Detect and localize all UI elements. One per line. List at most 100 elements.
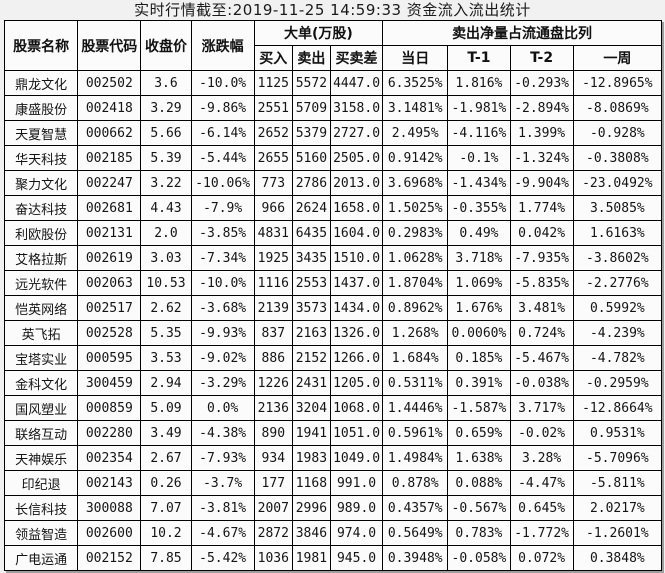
table-row: 天神娱乐 002354 2.67 -7.93% 934 1983 1049.0 1.4984%… (3, 445, 663, 471)
t-1-ratio-cell: 1.069% (447, 270, 511, 296)
buy-volume-cell: 2872 (253, 520, 293, 546)
t-2-ratio-cell: -4.47% (509, 470, 574, 496)
stock-name-cell[interactable]: 广电运通 (3, 545, 79, 571)
stock-name-cell[interactable]: 远光软件 (3, 270, 79, 296)
today-ratio-cell: 3.6968% (382, 170, 449, 196)
t-2-ratio-cell: 0.724% (509, 320, 574, 346)
stock-code-cell[interactable]: 002185 (77, 145, 142, 171)
t-1-ratio-cell: 1.638% (447, 445, 511, 471)
table-row: 艾格拉斯 002619 3.03 -7.34% 1925 3435 1510.0 1.0628… (3, 245, 663, 271)
t-2-ratio-cell: 3.717% (509, 395, 574, 421)
stock-name-cell[interactable]: 宝塔实业 (3, 345, 79, 371)
close-price-cell: 5.39 (140, 145, 192, 171)
sell-volume-cell: 2624 (291, 195, 331, 221)
today-ratio-cell: 1.684% (382, 345, 449, 371)
close-price-cell: 3.49 (140, 420, 192, 446)
stock-name-cell[interactable]: 聚力文化 (3, 170, 79, 196)
stock-name-cell[interactable]: 国风塑业 (3, 395, 79, 421)
week-ratio-cell: -4.239% (572, 320, 663, 346)
t-1-ratio-cell: 1.816% (447, 70, 511, 96)
stock-code-cell[interactable]: 002354 (77, 445, 142, 471)
close-price-cell: 3.29 (140, 95, 192, 121)
change-pct-cell: -7.34% (190, 245, 255, 271)
buy-sell-diff-cell: 2013.0 (329, 170, 384, 196)
stock-name-cell[interactable]: 领益智造 (3, 520, 79, 546)
stock-code-cell[interactable]: 002143 (77, 470, 142, 496)
buy-sell-diff-cell: 3158.0 (329, 95, 384, 121)
stock-name-cell[interactable]: 恺英网络 (3, 295, 79, 321)
stock-code-cell[interactable]: 000662 (77, 120, 142, 146)
table-row: 联络互动 002280 3.49 -4.38% 890 1941 1051.0 0.5961%… (3, 420, 663, 446)
stock-code-cell[interactable]: 002418 (77, 95, 142, 121)
t-1-ratio-cell: 1.676% (447, 295, 511, 321)
stock-code-cell[interactable]: 300088 (77, 495, 142, 521)
stock-code-cell[interactable]: 002131 (77, 220, 142, 246)
buy-sell-diff-cell: 974.0 (329, 520, 384, 546)
stock-name-cell[interactable]: 艾格拉斯 (3, 245, 79, 271)
t-2-ratio-cell: -7.935% (509, 245, 574, 271)
stock-name-cell[interactable]: 奋达科技 (3, 195, 79, 221)
today-ratio-cell: 6.3525% (382, 70, 449, 96)
change-pct-cell: -3.29% (190, 370, 255, 396)
week-ratio-cell: -5.811% (572, 470, 663, 496)
stock-code-cell[interactable]: 000859 (77, 395, 142, 421)
header-today: 当日 (382, 45, 449, 71)
table-row: 聚力文化 002247 3.22 -10.06% 773 2786 2013.0 3.6968… (3, 170, 663, 196)
today-ratio-cell: 0.2983% (382, 220, 449, 246)
today-ratio-cell: 0.3948% (382, 545, 449, 571)
change-pct-cell: -10.0% (190, 70, 255, 96)
change-pct-cell: -5.44% (190, 145, 255, 171)
t-1-ratio-cell: -0.567% (447, 495, 511, 521)
stock-name-cell[interactable]: 印纪退 (3, 470, 79, 496)
stock-name-cell[interactable]: 长信科技 (3, 495, 79, 521)
stock-name-cell[interactable]: 金科文化 (3, 370, 79, 396)
stock-code-cell[interactable]: 002063 (77, 270, 142, 296)
buy-sell-diff-cell: 2505.0 (329, 145, 384, 171)
stock-code-cell[interactable]: 002517 (77, 295, 142, 321)
week-ratio-cell: -0.3808% (572, 145, 663, 171)
t-2-ratio-cell: 3.481% (509, 295, 574, 321)
stock-name-cell[interactable]: 天夏智慧 (3, 120, 79, 146)
buy-sell-diff-cell: 1205.0 (329, 370, 384, 396)
buy-sell-diff-cell: 1266.0 (329, 345, 384, 371)
t-1-ratio-cell: -0.355% (447, 195, 511, 221)
sell-volume-cell: 2163 (291, 320, 331, 346)
stock-name-cell[interactable]: 英飞拓 (3, 320, 79, 346)
stock-code-cell[interactable]: 002502 (77, 70, 142, 96)
stock-code-cell[interactable]: 000595 (77, 345, 142, 371)
week-ratio-cell: -1.2601% (572, 520, 663, 546)
t-1-ratio-cell: -0.058% (447, 545, 511, 571)
change-pct-cell: -7.9% (190, 195, 255, 221)
stock-name-cell[interactable]: 利欧股份 (3, 220, 79, 246)
week-ratio-cell: -12.8664% (572, 395, 663, 421)
table-body: 鼎龙文化 002502 3.6 -10.0% 1125 5572 4447.0 6.3525%… (3, 70, 663, 571)
stock-code-cell[interactable]: 002247 (77, 170, 142, 196)
stock-code-cell[interactable]: 300459 (77, 370, 142, 396)
t-1-ratio-cell: 0.0060% (447, 320, 511, 346)
stock-name-cell[interactable]: 天神娱乐 (3, 445, 79, 471)
buy-sell-diff-cell: 4447.0 (329, 70, 384, 96)
today-ratio-cell: 0.5311% (382, 370, 449, 396)
header-close-price: 收盘价 (140, 20, 192, 71)
stock-code-cell[interactable]: 002600 (77, 520, 142, 546)
buy-sell-diff-cell: 1049.0 (329, 445, 384, 471)
stock-code-cell[interactable]: 002528 (77, 320, 142, 346)
buy-volume-cell: 4831 (253, 220, 293, 246)
today-ratio-cell: 0.5961% (382, 420, 449, 446)
stock-code-cell[interactable]: 002681 (77, 195, 142, 221)
stock-code-cell[interactable]: 002619 (77, 245, 142, 271)
stock-code-cell[interactable]: 002280 (77, 420, 142, 446)
t-2-ratio-cell: 1.774% (509, 195, 574, 221)
buy-sell-diff-cell: 1604.0 (329, 220, 384, 246)
stock-name-cell[interactable]: 康盛股份 (3, 95, 79, 121)
sell-volume-cell: 1983 (291, 445, 331, 471)
change-pct-cell: -9.93% (190, 320, 255, 346)
stock-name-cell[interactable]: 联络互动 (3, 420, 79, 446)
sell-volume-cell: 2431 (291, 370, 331, 396)
stock-name-cell[interactable]: 鼎龙文化 (3, 70, 79, 96)
buy-sell-diff-cell: 945.0 (329, 545, 384, 571)
stock-name-cell[interactable]: 华天科技 (3, 145, 79, 171)
change-pct-cell: -5.42% (190, 545, 255, 571)
stock-code-cell[interactable]: 002152 (77, 545, 142, 571)
buy-volume-cell: 1116 (253, 270, 293, 296)
